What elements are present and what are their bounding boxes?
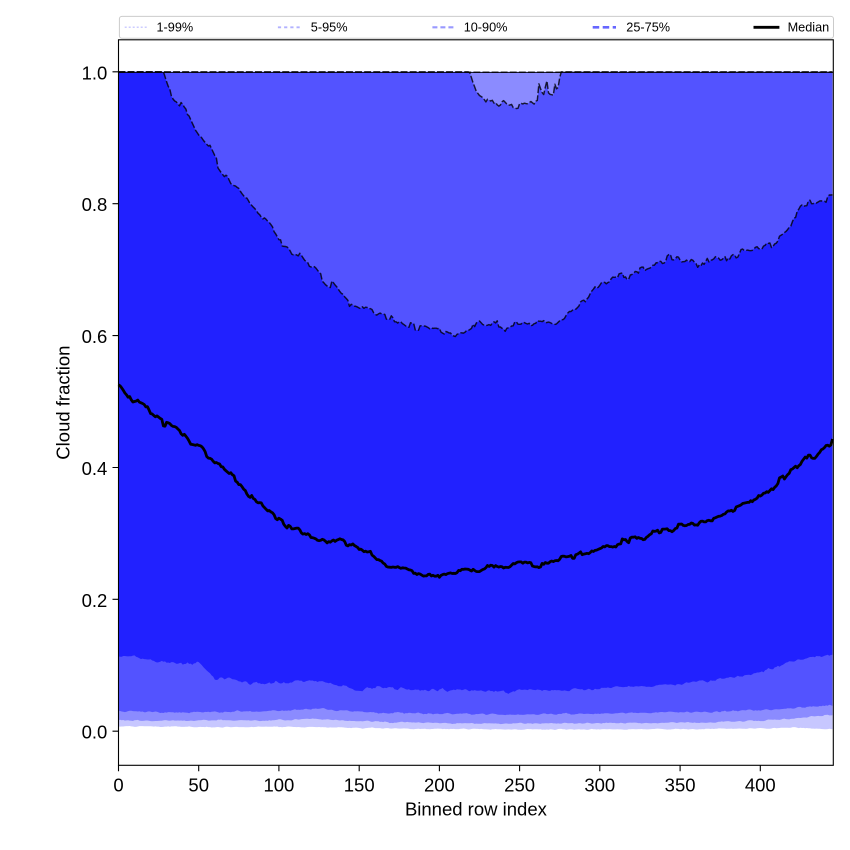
svg-text:1-99%: 1-99% [157,21,194,35]
svg-text:0.2: 0.2 [82,590,108,611]
svg-text:0.0: 0.0 [82,722,108,743]
svg-text:100: 100 [263,774,294,795]
svg-text:1.0: 1.0 [82,62,108,83]
svg-text:250: 250 [504,774,535,795]
svg-text:300: 300 [584,774,615,795]
svg-text:400: 400 [745,774,776,795]
svg-text:25-75%: 25-75% [626,21,670,35]
svg-text:10-90%: 10-90% [464,21,508,35]
svg-text:Median: Median [788,21,830,35]
svg-text:150: 150 [344,774,375,795]
svg-text:50: 50 [188,774,209,795]
svg-text:Cloud fraction: Cloud fraction [52,346,73,460]
svg-text:350: 350 [665,774,696,795]
svg-text:0.4: 0.4 [82,458,108,479]
svg-text:Binned row index: Binned row index [405,798,548,819]
svg-text:5-95%: 5-95% [311,21,348,35]
svg-text:0: 0 [113,774,123,795]
svg-text:0.6: 0.6 [82,326,108,347]
svg-text:0.8: 0.8 [82,194,108,215]
svg-text:200: 200 [424,774,455,795]
